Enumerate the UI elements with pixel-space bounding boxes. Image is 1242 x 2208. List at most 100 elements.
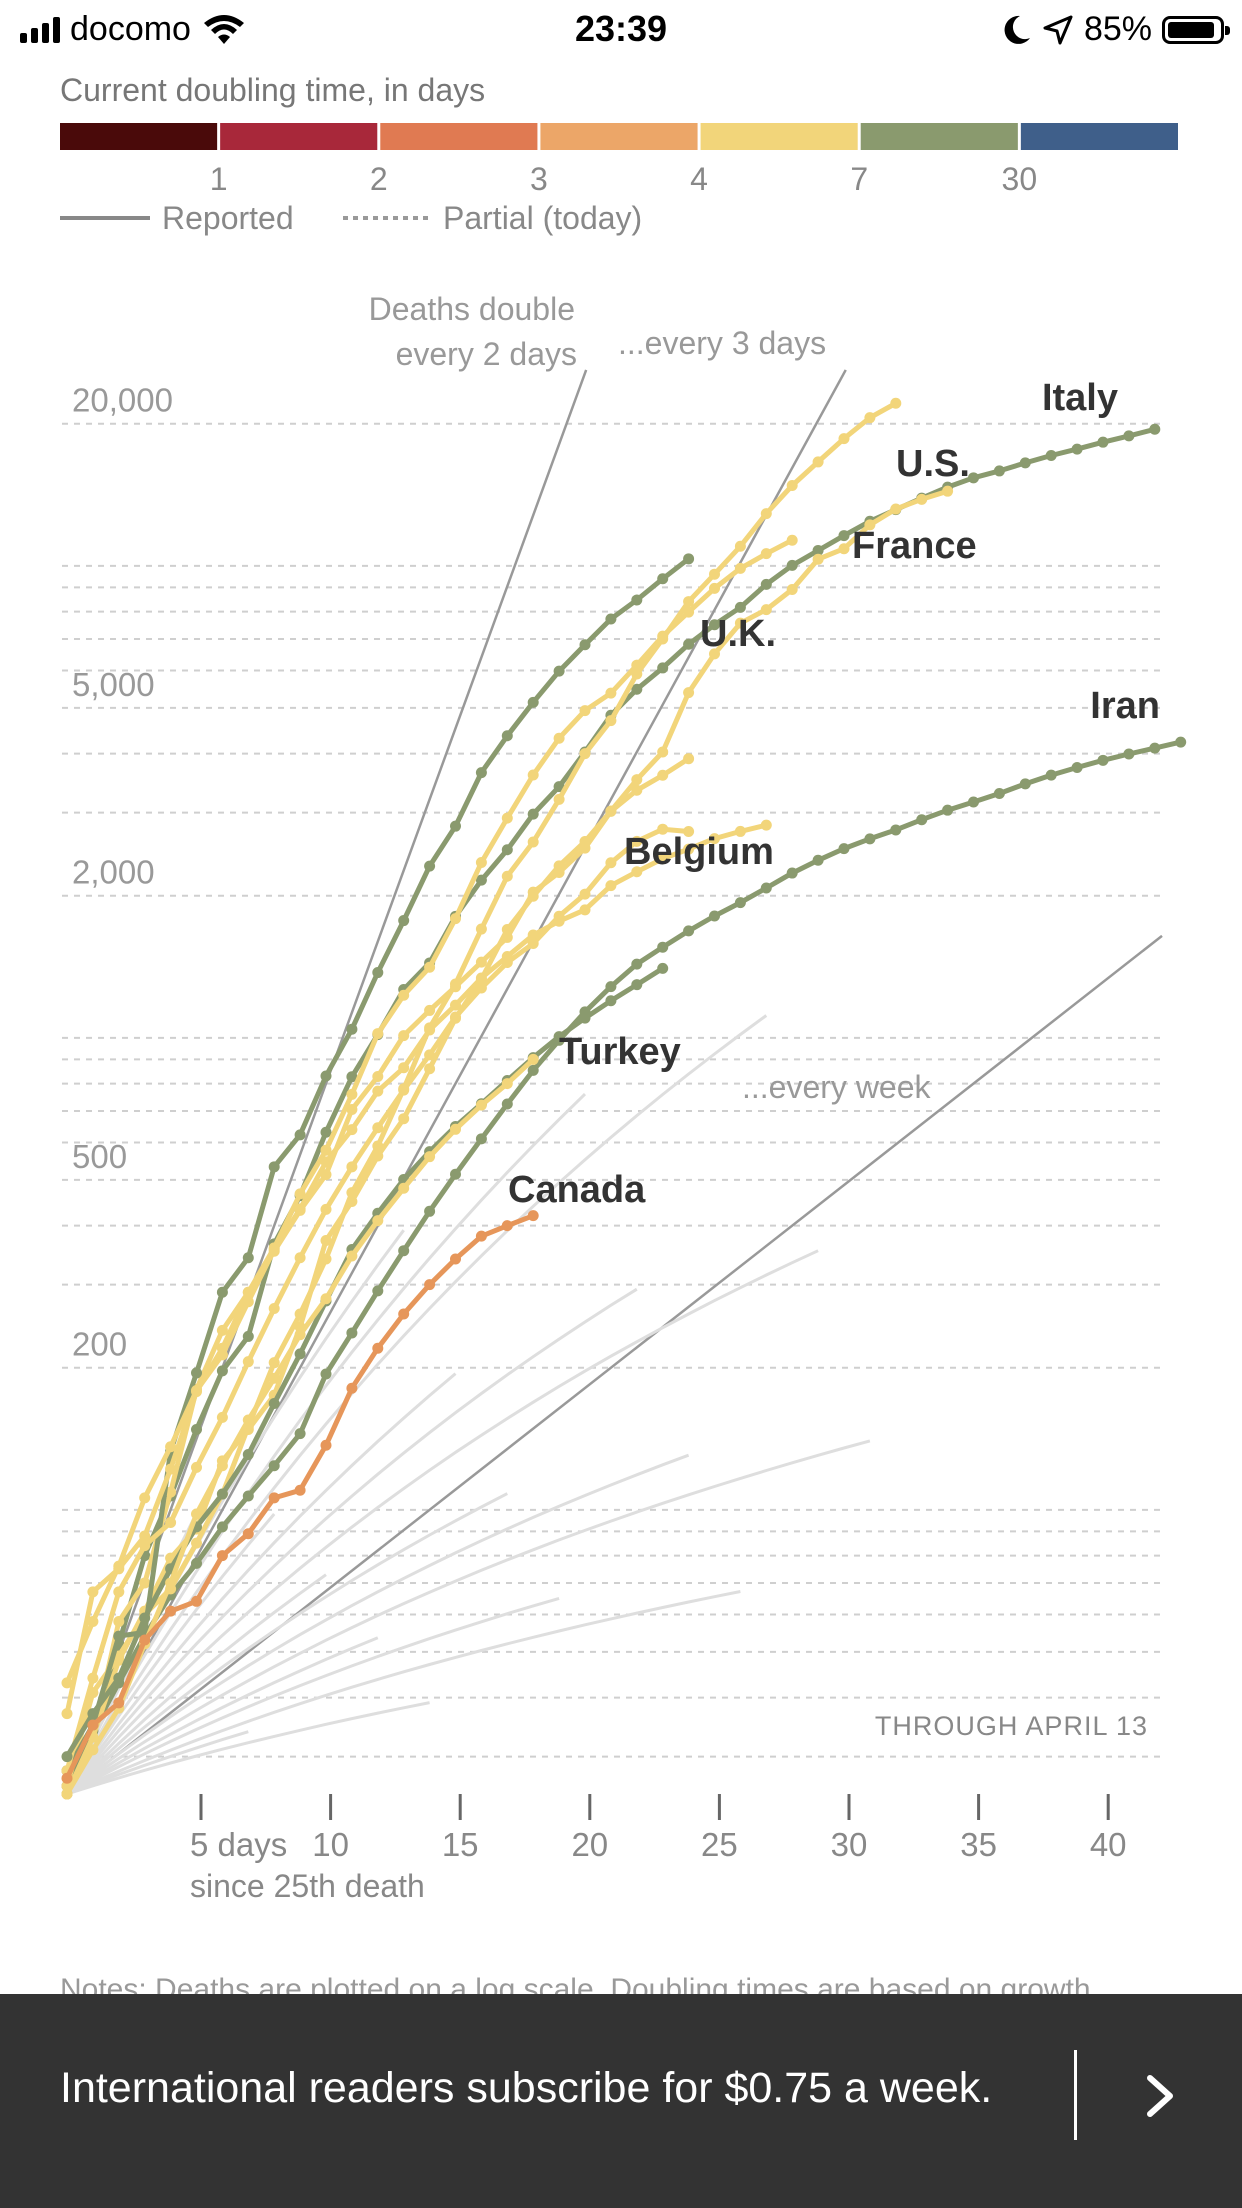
data-point: [113, 1630, 125, 1642]
data-point: [838, 543, 850, 555]
subscribe-banner[interactable]: International readers subscribe for $0.7…: [0, 1994, 1242, 2208]
other-country-line: [65, 1492, 508, 1796]
data-point: [191, 1595, 202, 1607]
data-point: [165, 1577, 177, 1589]
data-point: [242, 1490, 254, 1502]
y-tick-label: 5,000: [72, 666, 155, 703]
legend-tick-label: 4: [690, 161, 708, 197]
data-point: [1097, 754, 1109, 766]
data-point: [683, 687, 695, 699]
data-point: [1149, 742, 1161, 754]
legend-tick-label: 30: [1002, 161, 1038, 197]
series-label: Iran: [1090, 685, 1160, 727]
data-point: [631, 835, 643, 847]
data-point: [268, 1161, 280, 1173]
data-point: [87, 1672, 99, 1684]
data-point: [760, 882, 772, 894]
data-point: [424, 1151, 436, 1163]
data-point: [113, 1586, 125, 1598]
signal-strength-icon: [20, 16, 60, 43]
reference-lines: [65, 369, 1163, 1795]
data-point: [294, 1428, 306, 1440]
data-point: [398, 1062, 410, 1074]
data-point: [242, 1528, 254, 1540]
data-point: [553, 665, 565, 677]
data-point: [242, 1356, 254, 1368]
legend-swatch: [540, 123, 698, 150]
data-point: [346, 1382, 358, 1394]
series-line: [64, 1213, 535, 1780]
y-tick-label: 200: [72, 1326, 127, 1363]
data-point: [501, 870, 513, 882]
data-point: [216, 1488, 228, 1500]
data-point: [631, 594, 643, 606]
data-point: [786, 479, 798, 491]
data-point: [346, 1071, 358, 1083]
data-point: [294, 1329, 306, 1341]
data-point: [139, 1612, 151, 1624]
series-label: U.K.: [700, 613, 776, 655]
data-point: [657, 941, 669, 953]
data-point: [242, 1330, 254, 1342]
data-point: [398, 1084, 410, 1096]
partial-label: Partial (today): [443, 200, 642, 236]
data-point: [683, 553, 695, 565]
data-point: [579, 748, 591, 760]
x-tick-label: 25: [701, 1826, 738, 1863]
data-point: [553, 1031, 565, 1043]
data-point: [553, 867, 565, 879]
other-country-line: [65, 1513, 276, 1795]
status-time: 23:39: [574, 8, 668, 49]
series-label: U.S.: [896, 443, 970, 485]
chevron-right-icon[interactable]: [1130, 2060, 1190, 2130]
data-point: [268, 1244, 280, 1256]
data-point: [812, 544, 824, 556]
data-point: [216, 1521, 228, 1533]
data-point: [683, 925, 695, 937]
data-point: [320, 1235, 332, 1247]
data-point: [372, 1028, 384, 1040]
data-point: [294, 1188, 306, 1200]
data-point: [475, 857, 487, 869]
data-point: [268, 1460, 280, 1472]
data-point: [1071, 761, 1083, 773]
data-point: [191, 1423, 202, 1435]
data-point: [527, 696, 539, 708]
notes-text: Notes: Deaths are plotted on a log scale…: [60, 1973, 1091, 1994]
data-point: [87, 1586, 99, 1598]
data-point: [268, 1357, 280, 1369]
data-point: [475, 1099, 487, 1111]
data-point: [527, 1210, 539, 1222]
data-point: [786, 534, 798, 546]
data-point: [372, 1150, 384, 1162]
legend-tick-label: 3: [530, 161, 548, 197]
x-axis-title: since 25th death: [190, 1868, 425, 1904]
legend-swatch: [220, 123, 378, 150]
data-point: [191, 1537, 202, 1549]
data-point: [501, 1220, 513, 1232]
series-label: France: [852, 525, 977, 567]
data-point: [605, 613, 617, 625]
data-point: [916, 814, 928, 826]
status-right: 85%: [1002, 10, 1230, 49]
legend-swatch: [60, 123, 218, 150]
data-point: [605, 857, 617, 869]
data-point: [683, 753, 695, 765]
data-point: [165, 1605, 177, 1617]
data-point: [605, 995, 617, 1007]
subscribe-banner-text[interactable]: International readers subscribe for $0.7…: [60, 2064, 993, 2112]
moon-icon: [1004, 15, 1030, 44]
data-point: [734, 601, 746, 613]
data-point: [372, 1285, 384, 1297]
legend-color-bar: [60, 123, 1178, 150]
data-point: [631, 979, 643, 991]
data-point: [216, 1365, 228, 1377]
data-point: [579, 1012, 591, 1024]
data-point: [268, 1372, 280, 1384]
y-tick-label: 20,000: [72, 382, 173, 419]
data-point: [398, 1182, 410, 1194]
data-point: [346, 1088, 358, 1100]
data-point: [709, 619, 720, 631]
data-point: [475, 1133, 487, 1145]
data-point: [450, 981, 461, 993]
